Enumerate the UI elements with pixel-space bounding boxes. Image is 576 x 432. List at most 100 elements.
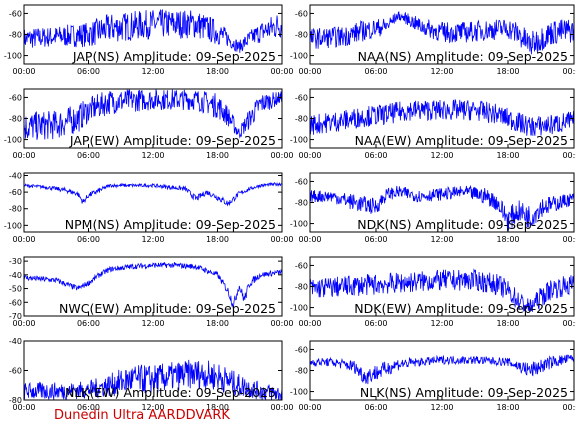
y-tick-label: -60 [9, 188, 22, 197]
x-tick-label: 06:00 [364, 403, 387, 412]
x-tick-label: 12:00 [430, 151, 453, 160]
y-tick-label: -100 [290, 136, 308, 145]
panel-title: NPM(NS) Amplitude: 09-Sep-2025 [65, 217, 276, 232]
x-tick-label: 00:00 [270, 319, 293, 328]
panel-title: NAA(NS) Amplitude: 09-Sep-2025 [358, 49, 568, 64]
y-tick-label: -100 [4, 221, 22, 230]
x-tick-label: 06:00 [77, 67, 100, 76]
x-tick-label: 12:00 [430, 403, 453, 412]
x-tick-label: 00:00 [12, 319, 35, 328]
x-tick-label: 00:00 [298, 151, 321, 160]
x-tick-label: 00:00 [298, 403, 321, 412]
x-tick-label: 12:00 [141, 151, 164, 160]
x-tick-label: 06:00 [77, 319, 100, 328]
y-tick-label: -80 [9, 205, 22, 214]
x-tick-label: 18:00 [496, 403, 519, 412]
x-tick-label: 12:00 [430, 67, 453, 76]
y-tick-label: -50 [9, 285, 22, 294]
y-tick-label: -80 [295, 283, 308, 292]
x-tick-label: 18:00 [206, 151, 229, 160]
amplitude-trace [24, 8, 282, 53]
y-tick-label: -100 [290, 220, 308, 229]
x-tick-label: 00:00 [12, 67, 35, 76]
chart-panel: -80 -60 -40 00:00 06:00 12:00 18:00 00:00 NLK(EW… [9, 337, 294, 412]
x-tick-label: 00:00 [562, 319, 576, 328]
y-tick-label: -80 [295, 115, 308, 124]
panel-title: NLK(EW) Amplitude: 09-Sep-2025 [65, 385, 276, 400]
x-tick-label: 00:00 [562, 67, 576, 76]
y-tick-label: -80 [295, 367, 308, 376]
x-tick-label: 00:00 [12, 403, 35, 412]
x-tick-label: 12:00 [430, 319, 453, 328]
y-tick-label: -60 [295, 261, 308, 270]
chart-panel: -100 -80 -60 00:00 06:00 12:00 18:00 00:00 NAA(N… [290, 4, 576, 76]
chart-panel: -100 -80 -60 -40 00:00 06:00 12:00 18:00 00:00 NP… [4, 171, 294, 244]
y-tick-label: -60 [9, 93, 22, 102]
x-tick-label: 12:00 [141, 235, 164, 244]
x-tick-label: 18:00 [496, 319, 519, 328]
x-tick-label: 18:00 [206, 235, 229, 244]
y-tick-label: -100 [4, 136, 22, 145]
x-tick-label: 00:00 [270, 67, 293, 76]
amplitude-trace [24, 89, 282, 140]
x-tick-label: 06:00 [364, 151, 387, 160]
panel-title: NDK(EW) Amplitude: 09-Sep-2025 [354, 301, 568, 316]
amplitude-trace [24, 359, 282, 400]
x-tick-label: 18:00 [496, 235, 519, 244]
x-tick-label: 00:00 [298, 319, 321, 328]
x-tick-label: 06:00 [364, 67, 387, 76]
x-tick-label: 18:00 [496, 151, 519, 160]
y-tick-label: -70 [9, 312, 22, 321]
y-tick-label: -40 [9, 337, 22, 346]
chart-panel: -70 -60 -50 -40 -30 00:00 06:00 12:00 18:00 00:00… [9, 256, 294, 328]
y-tick-label: -60 [295, 9, 308, 18]
y-tick-label: -60 [295, 93, 308, 102]
y-tick-label: -60 [295, 345, 308, 354]
x-tick-label: 06:00 [77, 403, 100, 412]
chart-panel: -100 -80 -60 00:00 06:00 12:00 18:00 00:00 NDK(N… [290, 172, 576, 244]
chart-panel: -100 -80 -60 00:00 06:00 12:00 18:00 00:00 JAP(N… [4, 4, 294, 76]
y-tick-label: -80 [9, 31, 22, 40]
x-tick-label: 00:00 [298, 235, 321, 244]
x-tick-label: 12:00 [141, 403, 164, 412]
panel-title: JAP(NS) Amplitude: 09-Sep-2025 [72, 49, 276, 64]
amplitude-trace [24, 181, 282, 207]
x-tick-label: 18:00 [206, 403, 229, 412]
chart-panel: -100 -80 -60 00:00 06:00 12:00 18:00 00:00 NLK(N… [290, 340, 576, 412]
y-tick-label: -80 [9, 396, 22, 405]
x-tick-label: 00:00 [270, 403, 293, 412]
y-tick-label: -80 [9, 115, 22, 124]
x-tick-label: 06:00 [77, 235, 100, 244]
x-tick-label: 00:00 [12, 235, 35, 244]
x-tick-label: 06:00 [364, 319, 387, 328]
chart-panel: -100 -80 -60 00:00 06:00 12:00 18:00 00:00 NDK(E… [290, 256, 576, 328]
chart-panel: -100 -80 -60 00:00 06:00 12:00 18:00 00:00 JAP(E… [4, 88, 294, 160]
x-tick-label: 18:00 [206, 67, 229, 76]
y-tick-label: -80 [295, 199, 308, 208]
y-tick-label: -100 [4, 52, 22, 61]
amplitude-trace [310, 98, 574, 136]
station-footer: Dunedin Ultra AARDDVARK [54, 408, 230, 423]
y-tick-label: -40 [9, 171, 22, 180]
x-tick-label: 12:00 [141, 67, 164, 76]
y-tick-label: -100 [290, 52, 308, 61]
y-tick-label: -100 [290, 304, 308, 313]
x-tick-label: 00:00 [270, 151, 293, 160]
x-tick-label: 06:00 [77, 151, 100, 160]
y-tick-label: -30 [9, 257, 22, 266]
x-tick-label: 00:00 [562, 403, 576, 412]
x-tick-label: 12:00 [141, 319, 164, 328]
x-tick-label: 00:00 [298, 67, 321, 76]
x-tick-label: 00:00 [562, 151, 576, 160]
panel-title: NWC(EW) Amplitude: 09-Sep-2025 [59, 301, 276, 316]
x-tick-label: 18:00 [496, 67, 519, 76]
panel-title: NDK(NS) Amplitude: 09-Sep-2025 [357, 217, 568, 232]
x-tick-label: 00:00 [12, 151, 35, 160]
y-tick-label: -40 [9, 271, 22, 280]
y-tick-label: -80 [295, 31, 308, 40]
panel-title: NAA(EW) Amplitude: 09-Sep-2025 [355, 133, 568, 148]
panel-title: JAP(EW) Amplitude: 09-Sep-2025 [69, 133, 276, 148]
y-tick-label: -100 [290, 388, 308, 397]
x-tick-label: 00:00 [562, 235, 576, 244]
